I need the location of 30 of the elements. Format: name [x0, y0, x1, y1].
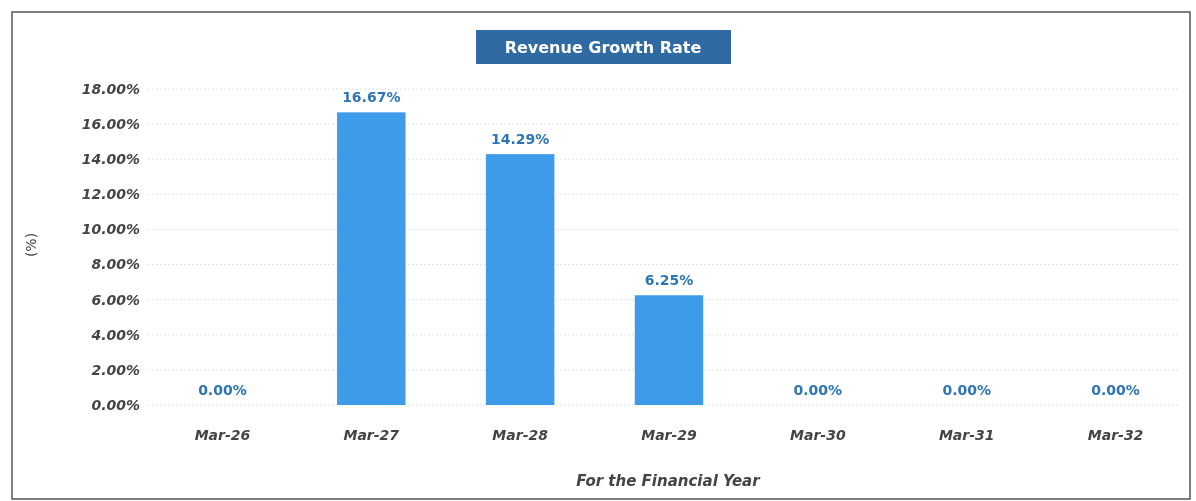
x-tick-label: Mar-32 — [1087, 427, 1144, 443]
y-tick-label: 6.00% — [91, 291, 140, 308]
y-tick-label: 12.00% — [81, 186, 140, 203]
bar — [485, 154, 555, 405]
x-tick-label: Mar-27 — [343, 427, 400, 443]
y-tick-label: 18.00% — [81, 80, 140, 97]
data-label: 0.00% — [1091, 382, 1140, 398]
y-axis-title: (%) — [23, 232, 39, 258]
x-axis-title: For the Financial Year — [576, 472, 762, 490]
data-label: 0.00% — [793, 382, 843, 398]
chart-title: Revenue Growth Rate — [504, 37, 702, 57]
data-label: 0.00% — [198, 382, 247, 398]
y-tick-label: 16.00% — [81, 116, 140, 133]
y-tick-label: 8.00% — [91, 256, 140, 273]
y-tick-label: 4.00% — [90, 326, 140, 343]
x-tick-label: Mar-28 — [492, 427, 549, 443]
x-tick-label: Mar-26 — [194, 427, 251, 443]
x-tick-label: Mar-29 — [641, 427, 698, 443]
data-label: 16.67% — [342, 89, 401, 106]
x-tick-label: Mar-30 — [790, 427, 846, 443]
y-tick-label: 10.00% — [81, 221, 140, 238]
x-tick-label: Mar-31 — [938, 427, 995, 443]
data-label: 14.29% — [490, 131, 550, 148]
y-tick-label: 2.00% — [91, 361, 140, 378]
y-tick-label: 14.00% — [81, 151, 140, 168]
data-label: 6.25% — [644, 272, 694, 289]
y-tick-label: 0.00% — [91, 396, 140, 413]
bar — [634, 295, 704, 405]
data-label: 0.00% — [942, 382, 991, 398]
bar — [337, 112, 406, 405]
